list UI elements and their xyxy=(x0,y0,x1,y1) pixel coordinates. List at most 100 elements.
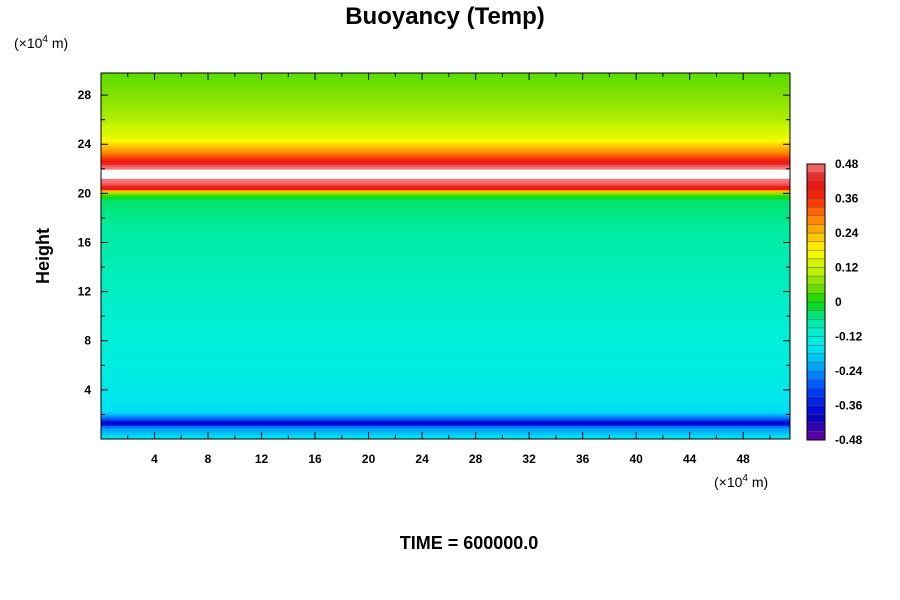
field-band xyxy=(101,381,790,385)
field-band xyxy=(101,153,790,156)
field-band xyxy=(101,146,790,150)
colorbar-segment xyxy=(806,293,826,303)
y-tick-label: 12 xyxy=(78,285,92,299)
field-band xyxy=(101,420,790,424)
field-band xyxy=(101,297,790,301)
colorbar-segment xyxy=(806,172,826,182)
colorbar-tick-label: -0.12 xyxy=(835,330,863,344)
field-band xyxy=(101,125,790,129)
colorbar-segment xyxy=(806,353,826,363)
field-band xyxy=(101,416,790,420)
field-band xyxy=(101,393,790,397)
y-tick-label: 28 xyxy=(78,88,92,102)
field-band xyxy=(101,77,790,81)
field-band xyxy=(101,395,790,399)
colorbar-segment xyxy=(806,232,826,242)
colorbar-segment xyxy=(806,336,826,346)
field-band xyxy=(101,132,790,136)
field-band xyxy=(101,84,790,88)
colorbar-segment xyxy=(806,327,826,337)
field-blank-band xyxy=(101,171,790,175)
colorbar-segment xyxy=(806,181,826,191)
colorbar-ticks: -0.48 -0.36 -0.24 -0.12 0 0.12 0.24 0.36 0.48 xyxy=(835,157,863,447)
field-band xyxy=(101,294,790,298)
field-band xyxy=(101,397,790,401)
x-tick-label: 4 xyxy=(151,452,158,466)
colorbar-tick-label: 0.12 xyxy=(835,261,859,275)
field-band xyxy=(101,308,790,312)
x-tick-label: 28 xyxy=(469,452,483,466)
field-band xyxy=(101,221,790,225)
colorbar-segment xyxy=(806,370,826,380)
field-band xyxy=(101,304,790,307)
colorbar-segment xyxy=(806,250,826,260)
field-band xyxy=(101,336,790,339)
colorbar-tick-label: 0.24 xyxy=(835,226,859,240)
field-band xyxy=(101,242,790,246)
y-axis-label: Height xyxy=(33,228,53,284)
colorbar-segment xyxy=(806,198,826,208)
field-band xyxy=(101,260,790,264)
field-blank-band xyxy=(101,173,790,177)
field-band xyxy=(101,388,790,392)
y-axis-ticks: 4 8 12 16 20 24 28 xyxy=(78,88,790,415)
field-band xyxy=(101,324,790,328)
y-tick-label: 20 xyxy=(78,186,92,200)
colorbar-segment xyxy=(806,344,826,354)
field-band xyxy=(101,313,790,317)
y-tick-label: 8 xyxy=(84,334,91,348)
field-band xyxy=(101,269,790,273)
field-band xyxy=(101,185,790,188)
field-band xyxy=(101,249,790,253)
field-band xyxy=(101,411,790,415)
field-band xyxy=(101,402,790,406)
field-band xyxy=(101,356,790,360)
field-band xyxy=(101,322,790,326)
field-band xyxy=(101,79,790,83)
field-band xyxy=(101,121,790,124)
field-band xyxy=(101,141,790,145)
field-band xyxy=(101,95,790,99)
field-band xyxy=(101,109,790,113)
field-band xyxy=(101,93,790,97)
colorbar-segment xyxy=(806,215,826,225)
field-band xyxy=(101,198,790,202)
field-band xyxy=(101,409,790,413)
field-band xyxy=(101,425,790,429)
field-band xyxy=(101,429,790,433)
colorbar-segment xyxy=(806,362,826,372)
field-band xyxy=(101,246,790,250)
field-band xyxy=(101,384,790,387)
field-band xyxy=(101,82,790,86)
field-band xyxy=(101,155,790,159)
field-band xyxy=(101,107,790,111)
field-band xyxy=(101,207,790,211)
field-band xyxy=(101,347,790,351)
field-band xyxy=(101,148,790,152)
field-band xyxy=(101,418,790,422)
field-band xyxy=(101,164,790,168)
field-band xyxy=(101,310,790,314)
field-band xyxy=(101,413,790,417)
field-blank-band xyxy=(101,175,790,179)
field-band xyxy=(101,345,790,349)
x-tick-label: 16 xyxy=(308,452,322,466)
field-band xyxy=(101,253,790,257)
colorbar-segment xyxy=(806,241,826,251)
field-band xyxy=(101,237,790,241)
field-band xyxy=(101,427,790,431)
x-tick-label: 48 xyxy=(736,452,750,466)
colorbar-segment xyxy=(806,163,826,173)
field-band xyxy=(101,166,790,170)
time-label: TIME = 600000.0 xyxy=(400,533,539,553)
field-band xyxy=(101,267,790,271)
field-band xyxy=(101,301,790,305)
buoyancy-field xyxy=(101,73,790,439)
y-axis-unit: (×104 m) xyxy=(14,34,68,51)
field-band xyxy=(101,162,790,166)
field-band xyxy=(101,98,790,102)
colorbar-tick-label: 0 xyxy=(835,295,842,309)
field-band xyxy=(101,182,790,186)
field-band xyxy=(101,210,790,214)
